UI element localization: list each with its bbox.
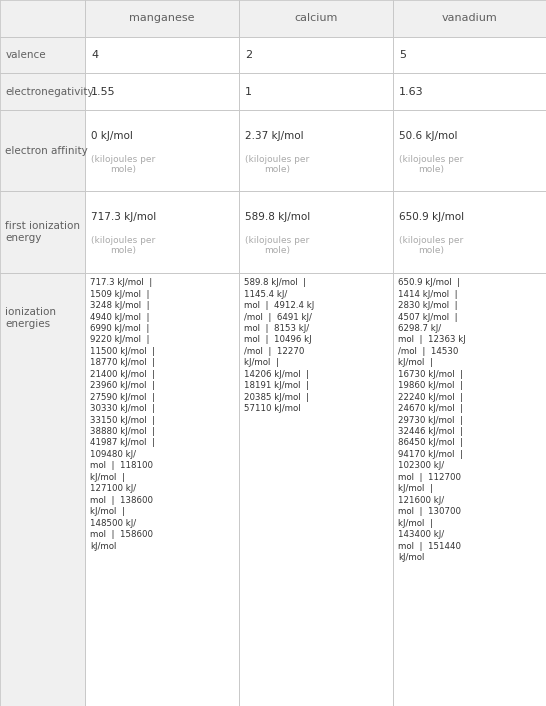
Text: (kilojoules per
mole): (kilojoules per mole) [91, 236, 156, 256]
Text: 589.8 kJ/mol  |
1145.4 kJ/
mol  |  4912.4 kJ
/mol  |  6491 kJ/
mol  |  8153 kJ/
: 589.8 kJ/mol | 1145.4 kJ/ mol | 4912.4 k… [244, 278, 314, 413]
Text: 1.63: 1.63 [399, 87, 424, 97]
Text: vanadium: vanadium [442, 13, 497, 23]
Bar [393, 273, 546, 706]
Bar [0, 37, 85, 73]
Text: 2.37 kJ/mol: 2.37 kJ/mol [245, 131, 304, 141]
Text: calcium: calcium [294, 13, 337, 23]
Bar [239, 0, 393, 37]
Text: manganese: manganese [129, 13, 194, 23]
Bar [393, 0, 546, 37]
Bar [85, 110, 239, 191]
Text: first ionization
energy: first ionization energy [5, 221, 80, 243]
Bar [239, 191, 393, 273]
Bar [85, 37, 239, 73]
Bar [0, 191, 85, 273]
Bar [393, 73, 546, 110]
Text: (kilojoules per
mole): (kilojoules per mole) [399, 155, 464, 174]
Text: electronegativity: electronegativity [5, 87, 94, 97]
Text: 0 kJ/mol: 0 kJ/mol [91, 131, 133, 141]
Text: 717.3 kJ/mol  |
1509 kJ/mol  |
3248 kJ/mol  |
4940 kJ/mol  |
6990 kJ/mol  |
9220: 717.3 kJ/mol | 1509 kJ/mol | 3248 kJ/mol… [90, 278, 155, 551]
Text: valence: valence [5, 50, 46, 60]
Bar [239, 273, 393, 706]
Text: (kilojoules per
mole): (kilojoules per mole) [399, 236, 464, 256]
Bar [85, 191, 239, 273]
Bar [239, 110, 393, 191]
Text: 5: 5 [399, 50, 406, 60]
Bar [393, 37, 546, 73]
Bar [239, 37, 393, 73]
Bar [393, 110, 546, 191]
Text: (kilojoules per
mole): (kilojoules per mole) [91, 155, 156, 174]
Text: 4: 4 [91, 50, 98, 60]
Bar [0, 73, 85, 110]
Text: 717.3 kJ/mol: 717.3 kJ/mol [91, 213, 157, 222]
Text: 650.9 kJ/mol  |
1414 kJ/mol  |
2830 kJ/mol  |
4507 kJ/mol  |
6298.7 kJ/
mol  |  : 650.9 kJ/mol | 1414 kJ/mol | 2830 kJ/mol… [398, 278, 466, 562]
Text: ionization
energies: ionization energies [5, 307, 56, 329]
Bar [0, 273, 85, 706]
Text: (kilojoules per
mole): (kilojoules per mole) [245, 155, 310, 174]
Text: electron affinity: electron affinity [5, 145, 88, 156]
Text: 650.9 kJ/mol: 650.9 kJ/mol [399, 213, 464, 222]
Bar [239, 73, 393, 110]
Text: 589.8 kJ/mol: 589.8 kJ/mol [245, 213, 311, 222]
Bar [393, 191, 546, 273]
Text: 2: 2 [245, 50, 252, 60]
Text: 1.55: 1.55 [91, 87, 116, 97]
Text: (kilojoules per
mole): (kilojoules per mole) [245, 236, 310, 256]
Text: 1: 1 [245, 87, 252, 97]
Bar [0, 0, 85, 37]
Bar [85, 273, 239, 706]
Bar [85, 0, 239, 37]
Bar [0, 110, 85, 191]
Text: 50.6 kJ/mol: 50.6 kJ/mol [399, 131, 458, 141]
Bar [85, 73, 239, 110]
